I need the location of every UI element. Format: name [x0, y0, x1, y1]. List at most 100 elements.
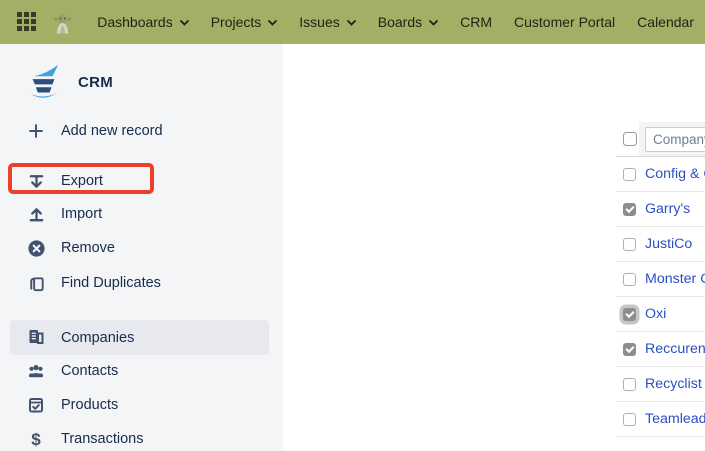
row-checkbox-cell [616, 412, 639, 426]
app-switcher-icon[interactable] [17, 12, 36, 32]
sidebar-item-import[interactable]: Import [26, 200, 283, 228]
sidebar-item-label: Companies [61, 329, 135, 346]
sidebar-item-remove[interactable]: Remove [26, 234, 283, 262]
crm-logo-row: CRM [24, 62, 113, 102]
sidebar-item-contacts[interactable]: Contacts [26, 357, 283, 385]
sidebar-item-label: Export [61, 173, 103, 189]
table-row: Reccurence LTD Competitor [616, 332, 705, 367]
top-menu-item-label: Projects [210, 14, 262, 30]
sidebar-item-companies[interactable]: Companies [10, 320, 269, 355]
select-all-checkbox[interactable] [623, 132, 637, 146]
table-row: Teamlead Partner [616, 402, 705, 437]
company-name-filter-input[interactable] [645, 126, 705, 152]
top-menu-item-label: Calendar [637, 14, 694, 30]
top-menu-item[interactable]: Customer Portal [503, 0, 626, 44]
company-name-cell: Garry's [639, 200, 705, 218]
sidebar-item-label: Remove [61, 240, 115, 256]
transactions-icon: $ [31, 429, 41, 449]
row-checkbox-cell [616, 377, 639, 391]
company-link[interactable]: Garry's [645, 201, 691, 217]
company-link[interactable]: Reccurence LTD [645, 341, 705, 357]
company-link[interactable]: JustiCo [645, 236, 693, 252]
sidebar-item-find-duplicates[interactable]: Find Duplicates [26, 269, 283, 297]
row-checkbox[interactable] [623, 272, 636, 286]
company-name-cell: JustiCo [639, 235, 705, 253]
companies-table: ↑ Type : All [616, 122, 705, 451]
top-menu-item[interactable]: Calendar [626, 0, 705, 44]
company-link[interactable]: Monster Corp [645, 271, 705, 287]
top-menu-item[interactable]: Dashboards [86, 0, 200, 44]
chevron-down-icon [429, 20, 439, 26]
row-checkbox-cell [616, 202, 639, 216]
company-name-cell: Oxi [639, 305, 705, 323]
company-name-cell: Monster Corp [639, 270, 705, 288]
duplicates-icon [26, 273, 46, 293]
row-checkbox-cell [616, 307, 639, 321]
sidebar-item-label: Find Duplicates [61, 275, 161, 291]
company-link[interactable]: Config & Co [645, 166, 705, 182]
sidebar-item-label: Transactions [61, 431, 144, 447]
sidebar-item-label: Import [61, 206, 103, 222]
sidebar-item-products[interactable]: Products [26, 391, 283, 419]
top-menu-item-label: Dashboards [97, 14, 173, 30]
top-menu-item-label: Customer Portal [514, 14, 616, 30]
company-name-header-cell: ↑ [639, 122, 705, 156]
site-logo[interactable] [53, 7, 72, 38]
select-all-cell [616, 122, 639, 156]
row-checkbox-cell [616, 237, 639, 251]
top-menu: Dashboards Projects Issues [86, 0, 705, 44]
company-link[interactable]: Recyclist [645, 376, 702, 392]
row-checkbox-cell [616, 272, 639, 286]
row-checkbox[interactable] [623, 202, 636, 216]
chevron-down-icon [179, 20, 189, 26]
row-checkbox[interactable] [623, 412, 636, 426]
row-checkbox[interactable] [623, 377, 636, 391]
import-icon [26, 204, 46, 224]
sidebar-item-add-new-record[interactable]: Add new record [26, 117, 283, 145]
top-menu-item[interactable]: Projects [200, 0, 289, 44]
products-icon [26, 395, 46, 415]
main-content: ↑ Type : All [283, 44, 705, 451]
row-checkbox[interactable] [623, 167, 636, 181]
sidebar-item-label: Products [61, 397, 119, 413]
table-row: Monster Corp Client [616, 262, 705, 297]
companies-icon [26, 326, 46, 350]
top-menu-item[interactable]: CRM [449, 0, 503, 44]
contacts-icon [26, 361, 46, 381]
sidebar-item-export[interactable]: Export [26, 167, 283, 195]
sidebar-item-transactions[interactable]: $ Transactions [26, 425, 283, 451]
chevron-down-icon [346, 20, 356, 26]
company-link[interactable]: Oxi [645, 306, 667, 322]
plus-icon [26, 121, 46, 141]
row-checkbox-cell [616, 167, 639, 181]
table-body: Config & Co Lead Garry's Partner [616, 157, 705, 437]
company-name-cell: Config & Co [639, 165, 705, 183]
table-row: JustiCo Lead [616, 227, 705, 262]
sidebar-item-label: Add new record [61, 123, 163, 139]
top-menu-item-label: Issues [299, 14, 340, 30]
sidebar-item-label: Contacts [61, 363, 119, 379]
table-row: Config & Co Lead [616, 157, 705, 192]
chevron-down-icon [268, 20, 278, 26]
top-menu-item-label: CRM [460, 14, 493, 30]
table-row: Garry's Partner [616, 192, 705, 227]
remove-icon [26, 238, 46, 258]
company-name-cell: Reccurence LTD [639, 340, 705, 358]
top-menu-item[interactable]: Boards [367, 0, 449, 44]
company-link[interactable]: Teamlead [645, 411, 705, 427]
company-name-cell: Teamlead [639, 410, 705, 428]
row-checkbox-cell [616, 342, 639, 356]
row-checkbox[interactable] [623, 237, 636, 251]
company-name-cell: Recyclist [639, 375, 705, 393]
row-checkbox[interactable] [623, 307, 636, 321]
crm-app-title: CRM [78, 73, 114, 91]
crm-sidebar: CRM Add new record Export [0, 44, 283, 451]
top-menu-item[interactable]: Issues [288, 0, 366, 44]
top-menu-item-label: Boards [377, 14, 423, 30]
row-checkbox[interactable] [623, 342, 636, 356]
table-header-row: ↑ Type : All [616, 122, 705, 157]
sidebar-item-companies-wrap: Companies [10, 320, 269, 355]
top-navigation-bar: Dashboards Projects Issues [0, 0, 705, 44]
table-row: Recyclist Lead [616, 367, 705, 402]
